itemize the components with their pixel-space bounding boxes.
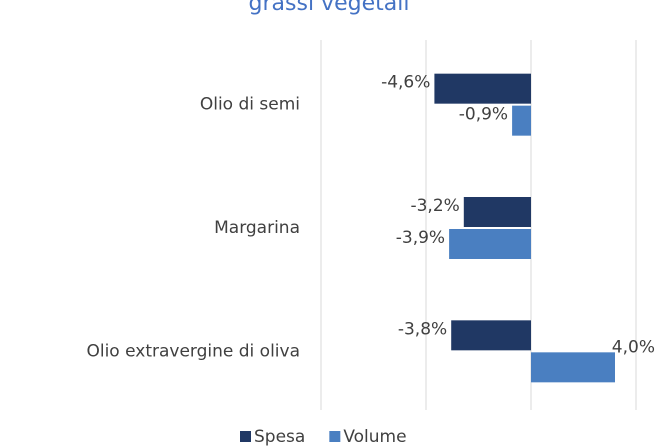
legend-label: Spesa <box>254 427 305 447</box>
data-label: -3,8% <box>398 319 447 339</box>
data-label: -4,6% <box>381 73 430 93</box>
data-label: 4,0% <box>612 337 655 357</box>
legend-label: Volume <box>343 427 406 447</box>
category-label: Olio di semi <box>200 95 300 115</box>
bar <box>451 320 531 351</box>
bar <box>434 73 531 104</box>
data-label: -3,2% <box>410 196 459 216</box>
data-label: -3,9% <box>396 228 445 248</box>
category-label: Margarina <box>214 218 300 238</box>
bar <box>463 197 531 227</box>
chart-title: grassi vegetali <box>249 0 410 16</box>
legend-swatch <box>329 431 341 442</box>
bar <box>449 229 531 259</box>
bar <box>531 352 615 383</box>
category-label: Olio extravergine di oliva <box>86 341 300 361</box>
bar <box>512 105 531 136</box>
data-label: -0,9% <box>459 105 508 125</box>
legend-swatch <box>240 431 251 442</box>
